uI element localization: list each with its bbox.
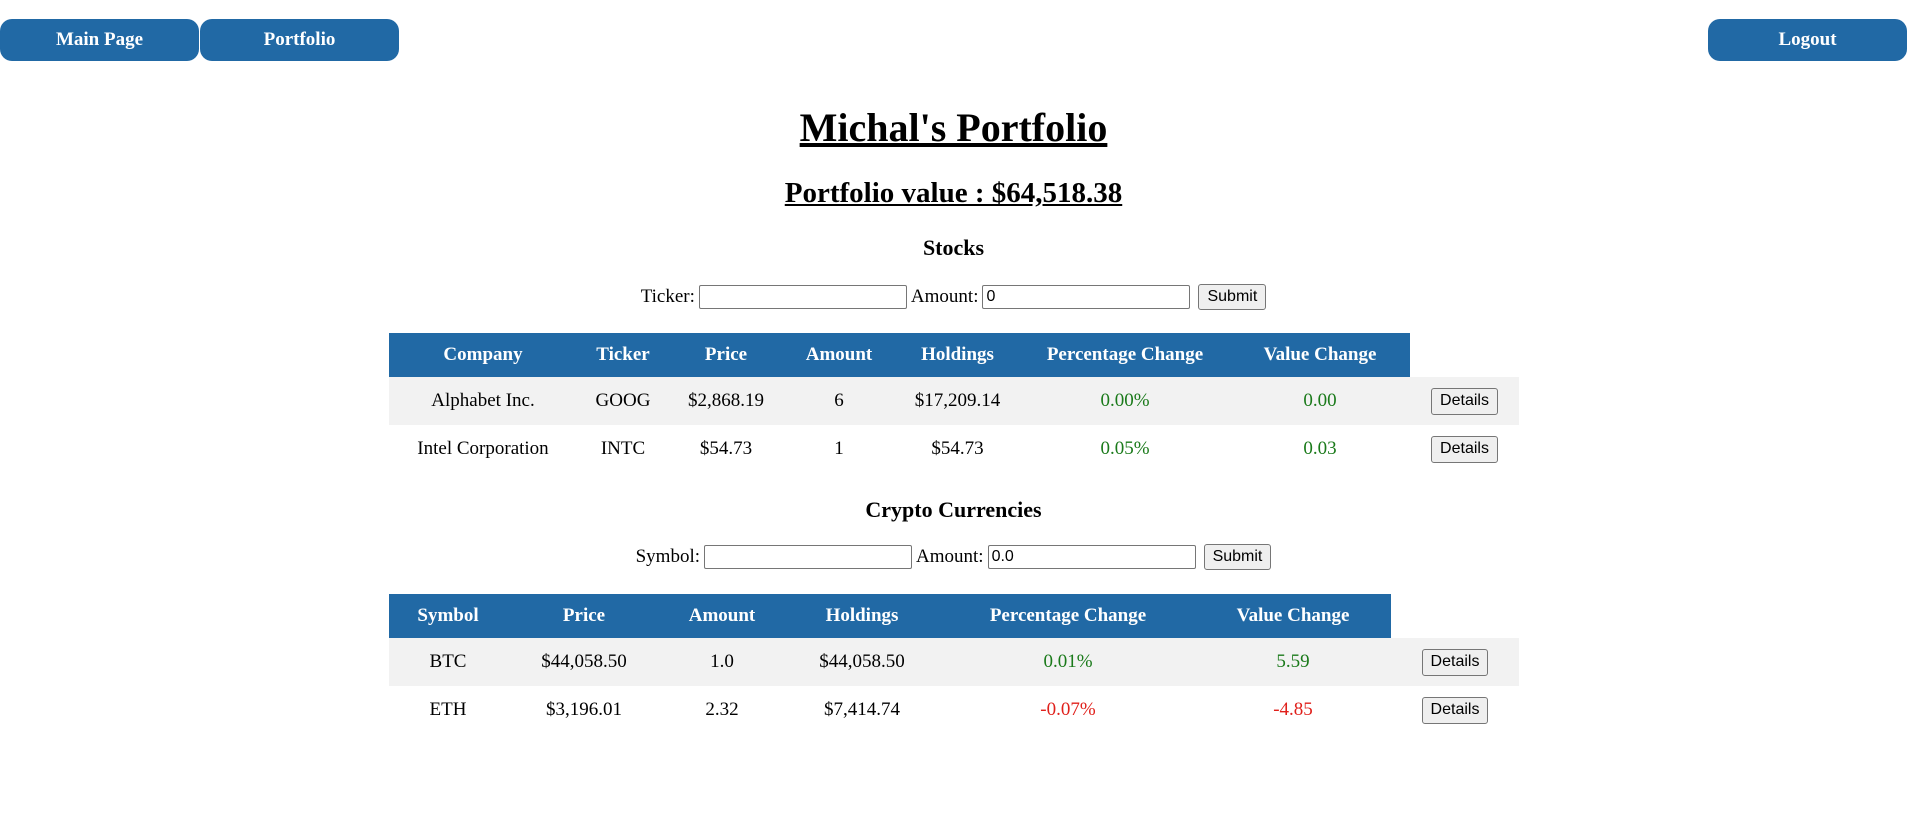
company-cell: Alphabet Inc. xyxy=(389,377,577,425)
price-cell: $3,196.01 xyxy=(546,699,622,720)
table-row: BTC $44,058.50 1.0 $44,058.50 0.01% 5.59… xyxy=(389,638,1519,686)
table-row: Alphabet Inc. GOOG $2,868.19 6 $17,209.1… xyxy=(389,377,1519,425)
col-header-price: Price xyxy=(507,594,661,638)
actions-cell: Details xyxy=(1410,425,1519,473)
nav-portfolio-button[interactable]: Portfolio xyxy=(200,19,399,61)
nav-main-page-button[interactable]: Main Page xyxy=(0,19,199,61)
col-header-value-change: Value Change xyxy=(1195,594,1391,638)
table-row: Intel Corporation INTC $54.73 1 $54.73 0… xyxy=(389,425,1519,473)
actions-cell: Details xyxy=(1391,638,1519,686)
logout-button[interactable]: Logout xyxy=(1708,19,1907,61)
details-button[interactable]: Details xyxy=(1421,648,1489,676)
col-header-percentage-change: Percentage Change xyxy=(941,594,1195,638)
amount-cell: 6 xyxy=(783,377,895,425)
col-header-symbol: Symbol xyxy=(389,594,507,638)
company-cell: Intel Corporation xyxy=(417,438,549,459)
col-header-holdings: Holdings xyxy=(783,594,941,638)
col-header-amount: Amount xyxy=(783,333,895,377)
stock-submit-button[interactable]: Submit xyxy=(1198,284,1267,310)
stock-add-form: Ticker: Amount: Submit xyxy=(0,284,1907,310)
col-header-actions xyxy=(1391,594,1519,638)
crypto-header-row: Symbol Price Amount Holdings Percentage … xyxy=(389,594,1519,638)
col-header-company: Company xyxy=(389,333,577,377)
stock-amount-input[interactable] xyxy=(982,285,1191,309)
percentage-change-cell: 0.05% xyxy=(1100,438,1150,459)
portfolio-value: Portfolio value : $64,518.38 xyxy=(784,177,1123,209)
value-change-cell: 0.03 xyxy=(1303,438,1337,459)
holdings-cell: $54.73 xyxy=(931,438,984,459)
stocks-section-title: Stocks xyxy=(922,235,985,260)
ticker-input[interactable] xyxy=(698,285,907,309)
col-header-price: Price xyxy=(669,333,783,377)
symbol-cell: ETH xyxy=(429,699,467,720)
percentage-change-cell: 0.01% xyxy=(941,638,1195,686)
holdings-cell: $17,209.14 xyxy=(895,377,1020,425)
amount-cell: 1.0 xyxy=(661,638,783,686)
crypto-amount-input[interactable] xyxy=(987,545,1196,569)
col-header-percentage-change: Percentage Change xyxy=(1020,333,1230,377)
value-change-cell: 0.00 xyxy=(1230,377,1410,425)
crypto-table: Symbol Price Amount Holdings Percentage … xyxy=(389,594,1519,734)
col-header-value-change: Value Change xyxy=(1230,333,1410,377)
holdings-cell: $44,058.50 xyxy=(783,638,941,686)
table-row: ETH $3,196.01 2.32 $7,414.74 -0.07% -4.8… xyxy=(389,686,1519,734)
col-header-ticker: Ticker xyxy=(577,333,669,377)
actions-cell: Details xyxy=(1410,377,1519,425)
symbol-cell: BTC xyxy=(389,638,507,686)
crypto-amount-label: Amount: xyxy=(916,546,984,567)
value-change-cell: 5.59 xyxy=(1195,638,1391,686)
amount-cell: 2.32 xyxy=(705,699,739,720)
percentage-change-cell: -0.07% xyxy=(1040,699,1096,720)
col-header-actions xyxy=(1410,333,1519,377)
ticker-label: Ticker: xyxy=(640,286,695,307)
price-cell: $44,058.50 xyxy=(507,638,661,686)
value-change-cell: -4.85 xyxy=(1273,699,1313,720)
stock-amount-label: Amount: xyxy=(910,286,979,307)
symbol-input[interactable] xyxy=(704,545,913,569)
col-header-holdings: Holdings xyxy=(895,333,1020,377)
details-button[interactable]: Details xyxy=(1431,387,1498,415)
stocks-table: Company Ticker Price Amount Holdings Per… xyxy=(389,333,1519,473)
actions-cell: Details xyxy=(1391,686,1519,734)
crypto-add-form: Symbol: Amount: Submit xyxy=(0,544,1907,570)
details-button[interactable]: Details xyxy=(1421,696,1489,724)
ticker-cell: GOOG xyxy=(577,377,669,425)
symbol-label: Symbol: xyxy=(635,546,701,567)
amount-cell: 1 xyxy=(834,438,844,459)
price-cell: $2,868.19 xyxy=(669,377,783,425)
details-button[interactable]: Details xyxy=(1431,435,1498,463)
price-cell: $54.73 xyxy=(699,438,753,459)
page-title: Michal's Portfolio xyxy=(799,105,1108,150)
crypto-section-title: Crypto Currencies xyxy=(865,497,1042,522)
ticker-cell: INTC xyxy=(600,438,646,459)
holdings-cell: $7,414.74 xyxy=(824,699,900,720)
crypto-submit-button[interactable]: Submit xyxy=(1203,544,1272,570)
col-header-amount: Amount xyxy=(661,594,783,638)
stocks-header-row: Company Ticker Price Amount Holdings Per… xyxy=(389,333,1519,377)
percentage-change-cell: 0.00% xyxy=(1020,377,1230,425)
